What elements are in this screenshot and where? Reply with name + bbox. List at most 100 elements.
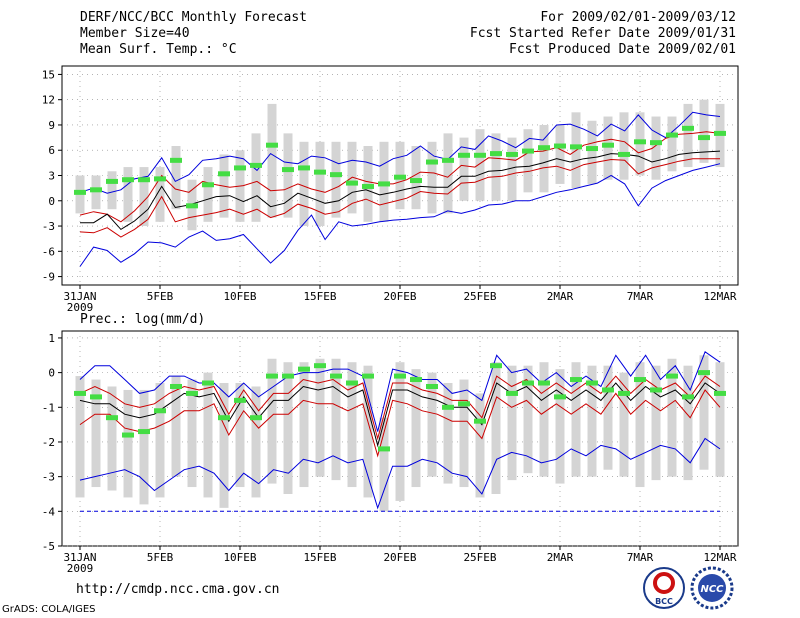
prec-ytick-label-6: 1 [48,332,55,345]
prec-observed-marker-3 [122,432,134,438]
bcc-logo-text: BCC [655,597,673,606]
prec-ensemble-bar-34 [619,372,629,477]
temp-observed-marker-26 [490,151,502,157]
footer-url[interactable]: http://cmdp.ncc.cma.gov.cn [76,582,280,597]
member-size: Member Size=40 [80,26,190,41]
prec-observed-marker-30 [554,394,566,400]
prec-observed-marker-15 [314,363,326,369]
temp-ensemble-bar-3 [123,167,133,222]
prec-observed-marker-29 [538,380,550,386]
temp-observed-marker-35 [634,139,646,145]
temp-ensemble-bar-38 [683,103,693,168]
prec-ensemble-bar-40 [715,362,725,477]
prec-xtick-label-1: 5FEB [147,551,174,564]
temp-observed-marker-30 [554,143,566,149]
prec-ensemble-bar-15 [315,358,325,477]
temp-ytick-label-5: 6 [48,144,55,157]
prec-xtick-label-4: 20FEB [383,551,416,564]
prec-xtick-label-0-year: 2009 [67,562,94,575]
prec-observed-marker-1 [90,394,102,400]
temp-ensemble-bar-1 [91,175,101,210]
prec-ensemble-bar-5 [155,383,165,498]
prec-observed-marker-7 [186,390,198,396]
prec-ensemble-bar-19 [379,417,389,512]
prec-observed-marker-14 [298,366,310,372]
temp-observed-marker-7 [186,203,198,209]
prec-series-min [79,437,721,510]
prec-xtick-label-0: 31JAN [63,551,96,564]
temp-ensemble-bar-33 [603,116,613,180]
temp-ensemble-bar-15 [315,141,325,227]
prec-series-spread-lower [79,389,721,458]
temp-ensemble-bar-37 [667,116,677,172]
temp-ensemble-bar-26 [491,133,501,201]
prec-series-envelope-upper [79,351,721,432]
temp-ytick-label-8: 15 [42,68,55,81]
prec-ensemble-bar-38 [683,365,693,481]
bcc-logo: BCC [643,567,685,609]
prec-observed-marker-20 [394,373,406,379]
temp-xtick-label-6: 2MAR [547,290,574,303]
prec-ytick-label-1: -4 [42,505,56,518]
temp-observed-marker-18 [362,183,374,189]
prec-ensemble-bar-26 [491,362,501,494]
prec-ensemble-bar-27 [507,365,517,481]
prec-ensemble-bar-11 [251,386,261,498]
prec-ytick-label-4: -1 [42,401,55,414]
prec-ensemble-bar-10 [235,383,245,488]
temp-ytick-label-0: -9 [42,271,55,284]
temp-ytick-label-3: 0 [48,195,55,208]
prec-ensemble-bar-31 [571,362,581,477]
prec-observed-marker-11 [250,415,262,421]
temp-observed-marker-17 [346,180,358,186]
prec-observed-marker-6 [170,383,182,389]
prec-xtick-label-6: 2MAR [547,551,574,564]
temp-ensemble-bar-28 [523,129,533,193]
temp-observed-marker-25 [474,152,486,158]
temp-ensemble-bar-22 [427,141,437,214]
temp-observed-marker-27 [506,151,518,157]
prec-observed-marker-24 [458,401,470,407]
prec-ensemble-bar-30 [555,369,565,484]
temp-ytick-label-4: 3 [48,170,55,183]
ncc-logo: NCC [690,566,734,610]
temp-ensemble-bar-11 [251,133,261,222]
prec-ensemble-bar-35 [635,362,645,488]
prec-observed-marker-35 [634,377,646,383]
prec-ensemble-bar-32 [587,365,597,477]
temp-observed-marker-40 [714,130,726,136]
temp-ensemble-bar-8 [203,167,213,222]
forecast-period: For 2009/02/01-2009/03/12 [540,10,736,25]
temp-observed-marker-28 [522,148,534,154]
prec-ensemble-bar-21 [411,369,421,488]
temp-ensemble-bar-18 [363,146,373,222]
prec-ensemble-bar-29 [539,362,549,477]
prec-observed-marker-37 [666,373,678,379]
temp-observed-marker-15 [314,169,326,175]
prec-observed-marker-23 [442,404,454,410]
prec-ensemble-bar-2 [107,386,117,491]
temp-observed-marker-37 [666,132,678,138]
prec-observed-marker-39 [698,370,710,376]
temp-observed-marker-0 [74,189,86,195]
prec-ensemble-bar-3 [123,389,133,498]
prec-series-spread-upper [79,375,721,441]
temp-observed-marker-36 [650,140,662,146]
grads-credit: GrADS: COLA/IGES [2,604,96,615]
prec-ensemble-bar-33 [603,365,613,470]
fcst-produced-date: Fcst Produced Date 2009/02/01 [509,42,736,57]
chart-title: DERF/NCC/BCC Monthly Forecast [80,10,307,25]
temp-xtick-label-4: 20FEB [383,290,416,303]
prec-observed-marker-9 [218,415,230,421]
prec-ensemble-bar-37 [667,358,677,477]
prec-ytick-label-5: 0 [48,367,55,380]
temp-xtick-label-1: 5FEB [147,290,174,303]
prec-ensemble-bar-16 [331,358,341,481]
temp-observed-marker-2 [106,178,118,184]
prec-observed-marker-27 [506,390,518,396]
prec-xtick-label-7: 7MAR [627,551,654,564]
temp-ensemble-bar-24 [459,137,469,201]
prec-ensemble-bar-18 [363,365,373,498]
temp-observed-marker-24 [458,152,470,158]
